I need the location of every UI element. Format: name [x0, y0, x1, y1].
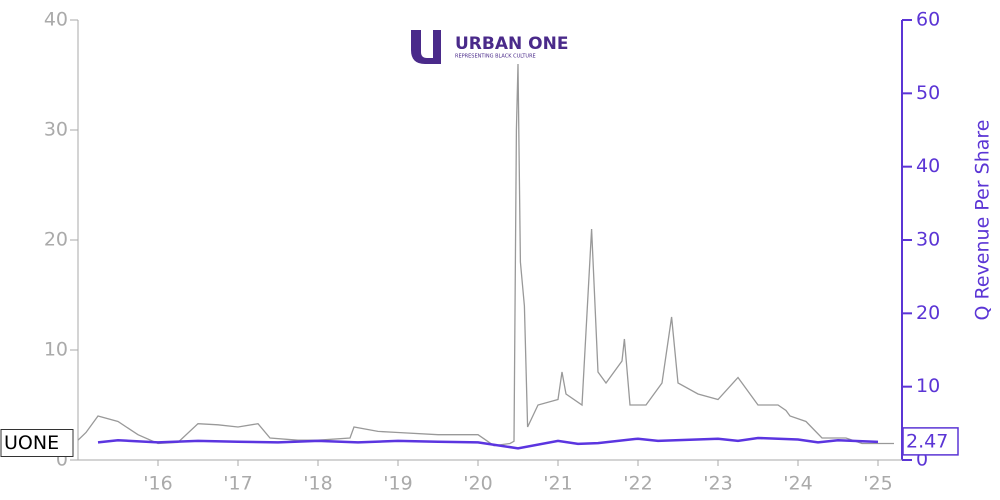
x-tick-label: '17 [223, 473, 252, 495]
y2-tick-label: 20 [916, 302, 940, 324]
x-tick-label: '21 [543, 473, 572, 495]
last-value-label: 2.47 [906, 430, 948, 452]
x-tick-label: '22 [623, 473, 652, 495]
y2-axis-label: Q Revenue Per Share [972, 120, 994, 321]
series-badge [0, 429, 74, 457]
series-line [97, 436, 879, 450]
y2-tick-label: 10 [916, 375, 940, 397]
x-tick-label: '20 [463, 473, 492, 495]
x-tick-label: '16 [143, 473, 172, 495]
logo-title: URBAN ONE [455, 34, 568, 54]
y2-tick-label: 50 [916, 82, 940, 104]
y-tick-label: 40 [44, 9, 68, 31]
y-tick-label: 30 [44, 119, 68, 141]
value-badge [902, 427, 959, 456]
x-tick-label: '24 [783, 473, 812, 495]
logo: URBAN ONE REPRESENTING BLACK CULTURE [411, 30, 568, 64]
series-line [77, 63, 894, 447]
series-name: UONE [4, 432, 59, 454]
x-tick-label: '19 [383, 473, 412, 495]
y2-tick-label: 40 [916, 155, 940, 177]
logo-subtitle: REPRESENTING BLACK CULTURE [455, 54, 536, 60]
x-tick-label: '18 [303, 473, 332, 495]
x-tick-label: '23 [703, 473, 732, 495]
x-tick-label: '25 [863, 473, 892, 495]
y-tick-label: 20 [44, 229, 68, 251]
logo-mark [411, 30, 441, 64]
y2-tick-label: 30 [916, 229, 940, 251]
y-tick-label: 10 [44, 339, 68, 361]
y2-tick-label: 60 [916, 9, 940, 31]
